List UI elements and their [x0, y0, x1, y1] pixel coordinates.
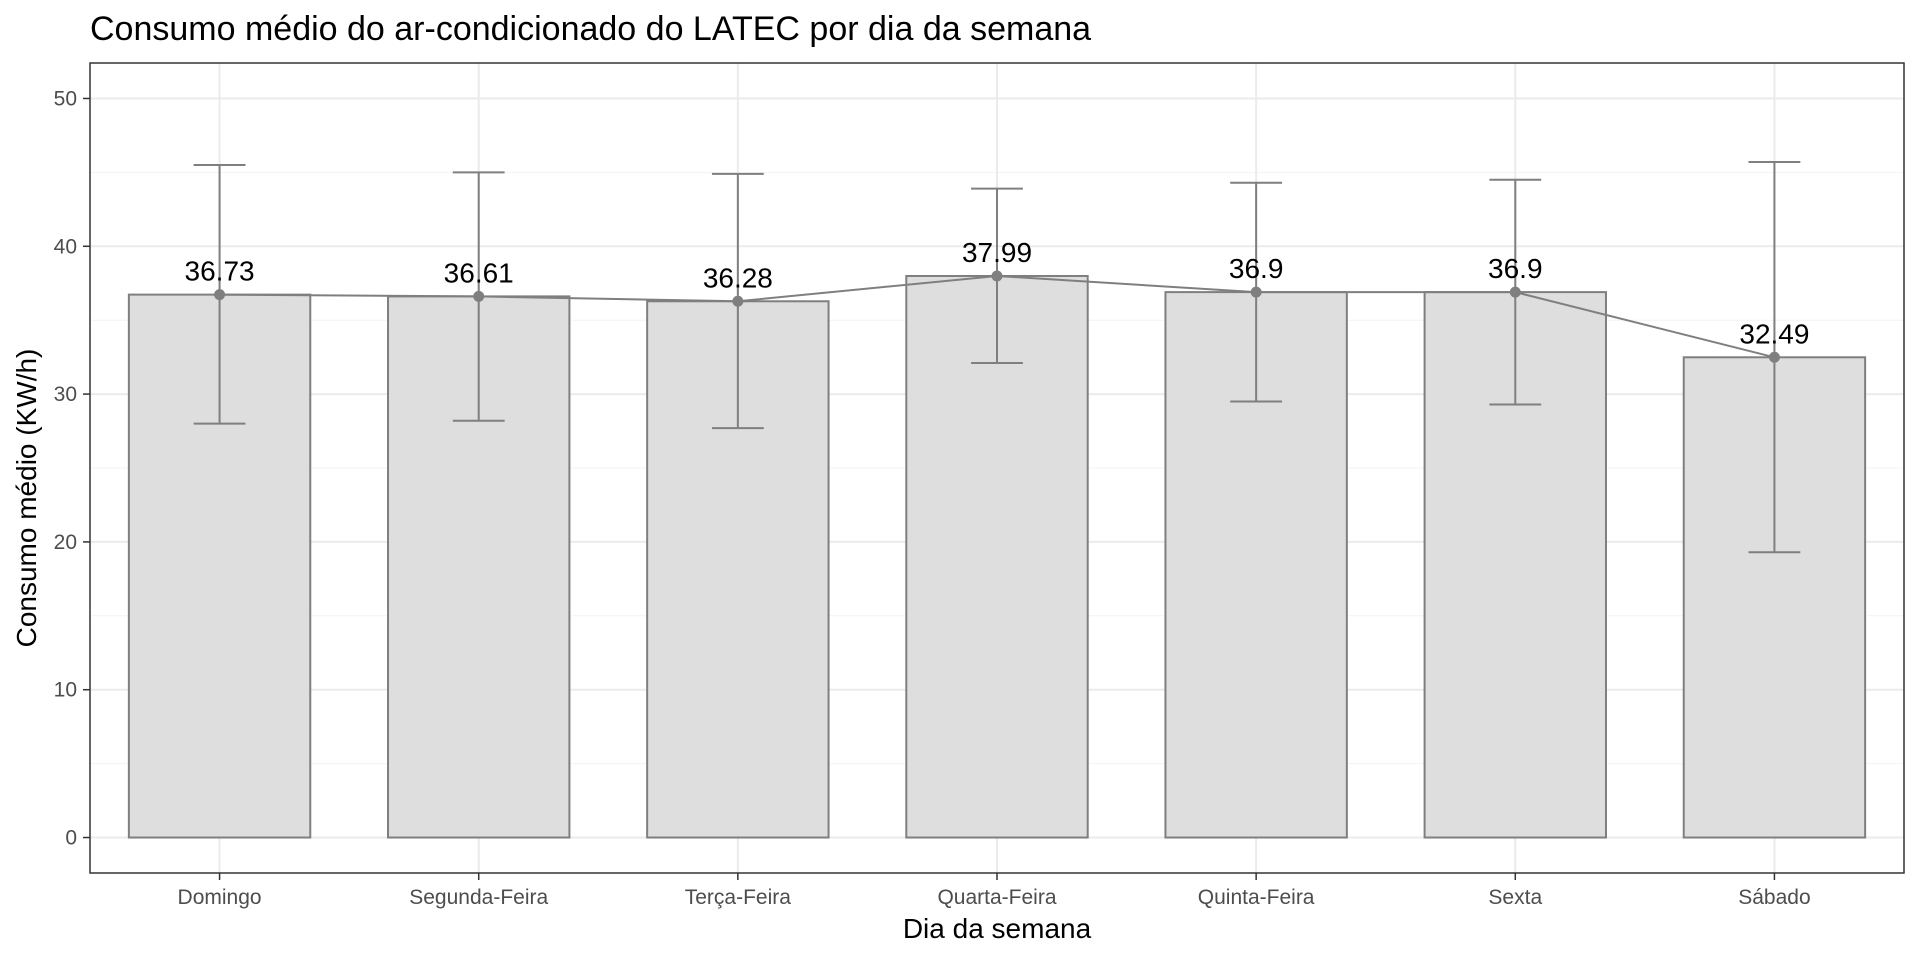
- data-label-Sexta: 36.9: [1488, 253, 1543, 284]
- mean-point-Sábado: [1768, 351, 1780, 363]
- x-tick-label: Sexta: [1488, 886, 1542, 909]
- plot-area: 36.73 36.61 36.28 37.99 36.9 36.9 32.49 0 10 20 30…: [54, 62, 1905, 909]
- x-tick-label: Quarta-Feira: [937, 886, 1056, 909]
- y-tick-label: 50: [54, 87, 77, 110]
- data-label-Sábado: 32.49: [1739, 318, 1809, 349]
- data-label-Quarta-Feira: 37.99: [962, 237, 1032, 268]
- y-tick-label: 30: [54, 383, 77, 406]
- chart-title: Consumo médio do ar-condicionado do LATE…: [90, 10, 1091, 48]
- x-tick-label: Terça-Feira: [685, 886, 792, 909]
- y-tick-label: 20: [54, 531, 77, 554]
- y-tick-label: 0: [65, 827, 77, 850]
- x-tick-label: Domingo: [178, 886, 262, 909]
- mean-point-Domingo: [214, 289, 226, 301]
- data-label-Quinta-Feira: 36.9: [1229, 253, 1284, 284]
- y-axis-title: Consumo médio (KW/h): [11, 349, 42, 648]
- data-label-Segunda-Feira: 36.61: [444, 257, 514, 288]
- data-label-Domingo: 36.73: [185, 256, 255, 287]
- y-tick-label: 10: [54, 679, 77, 702]
- y-tick-label: 40: [54, 235, 77, 258]
- mean-point-Quinta-Feira: [1250, 286, 1262, 298]
- mean-point-Terça-Feira: [732, 295, 744, 307]
- mean-point-Segunda-Feira: [473, 290, 485, 302]
- x-tick-label: Sábado: [1738, 886, 1810, 909]
- x-axis-title: Dia da semana: [903, 913, 1092, 944]
- mean-point-Sexta: [1509, 286, 1521, 298]
- bar-Quarta-Feira: [905, 274, 1089, 839]
- x-tick-label: Segunda-Feira: [409, 886, 548, 909]
- x-tick-label: Quinta-Feira: [1198, 886, 1315, 909]
- mean-point-Quarta-Feira: [991, 270, 1003, 282]
- data-label-Terça-Feira: 36.28: [703, 262, 773, 293]
